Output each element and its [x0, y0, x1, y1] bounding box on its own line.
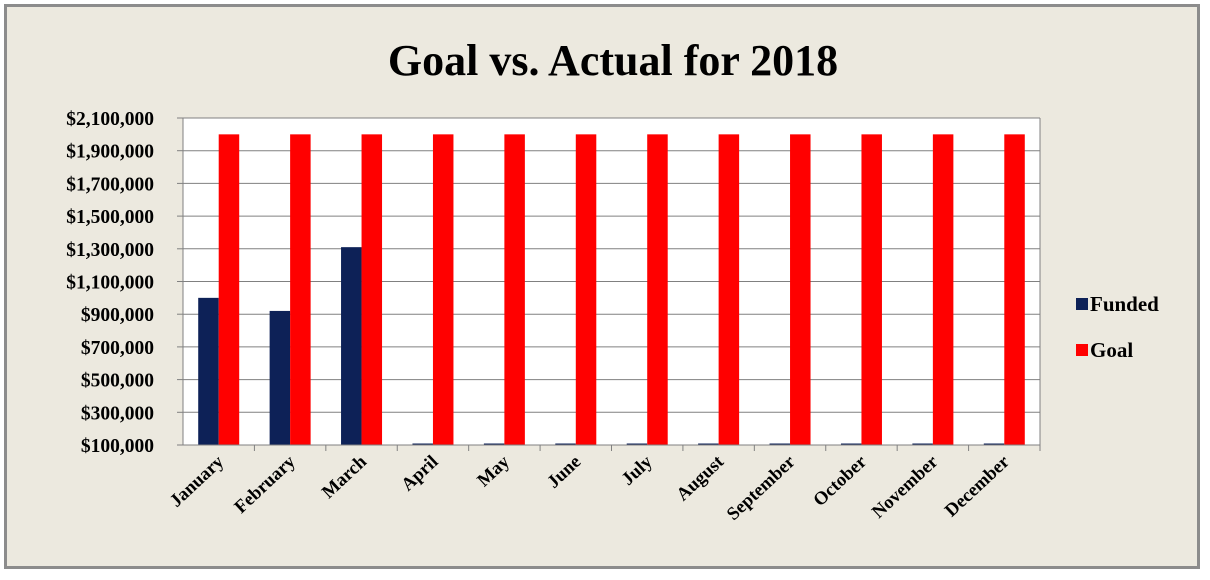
- y-tick-label: $900,000: [81, 305, 154, 326]
- x-tick-label: April: [398, 452, 442, 495]
- x-tick-label: March: [318, 452, 371, 503]
- legend: Funded Goal: [1076, 292, 1159, 362]
- legend-label-funded: Funded: [1090, 292, 1159, 316]
- x-tick-label: July: [618, 452, 657, 490]
- bar-goal-january: [218, 134, 240, 445]
- bar-funded-july: [626, 443, 648, 445]
- x-tick-label: May: [474, 452, 514, 492]
- y-tick-label: $1,500,000: [66, 207, 154, 228]
- bar-goal-september: [790, 134, 811, 445]
- legend-swatch-goal: [1076, 344, 1088, 356]
- x-tick-label: January: [166, 452, 228, 512]
- bar-funded-january: [198, 297, 219, 445]
- y-tick-label: $1,100,000: [66, 273, 154, 294]
- bar-funded-may: [483, 443, 505, 445]
- bar-funded-december: [983, 443, 1005, 445]
- y-tick-label: $100,000: [81, 436, 154, 457]
- x-tick-label: October: [810, 452, 871, 511]
- x-tick-label: February: [231, 452, 300, 518]
- bar-funded-march: [341, 247, 362, 445]
- bar-goal-december: [1004, 134, 1025, 445]
- legend-label-goal: Goal: [1090, 338, 1133, 362]
- bar-funded-october: [840, 443, 862, 445]
- bar-goal-october: [861, 134, 882, 445]
- bar-funded-february: [269, 310, 291, 445]
- x-tick-label: June: [544, 452, 585, 493]
- bar-goal-february: [290, 134, 311, 445]
- y-tick-label: $700,000: [81, 338, 154, 359]
- bar-goal-march: [361, 134, 383, 445]
- x-tick-label: November: [869, 452, 943, 523]
- bar-goal-april: [432, 134, 454, 445]
- bar-goal-november: [932, 134, 954, 445]
- x-tick-label: December: [941, 452, 1013, 521]
- bar-goal-august: [718, 134, 740, 445]
- y-tick-label: $300,000: [81, 403, 154, 424]
- bar-funded-september: [769, 443, 791, 445]
- chart-title: Goal vs. Actual for 2018: [388, 36, 838, 85]
- bar-goal-may: [504, 134, 525, 445]
- legend-swatch-funded: [1076, 298, 1088, 310]
- bar-goal-july: [647, 134, 668, 445]
- bar-funded-june: [555, 443, 576, 445]
- y-tick-label: $500,000: [81, 371, 154, 392]
- bar-goal-june: [575, 134, 597, 445]
- bar-funded-august: [698, 443, 719, 445]
- grid-layer: [183, 117, 1040, 446]
- y-tick-label: $1,700,000: [66, 174, 154, 195]
- y-tick-label: $1,300,000: [66, 240, 154, 261]
- x-tick-label: September: [723, 452, 799, 525]
- x-tick-label: August: [673, 451, 729, 505]
- y-tick-label: $2,100,000: [66, 109, 154, 130]
- bar-funded-november: [912, 443, 933, 445]
- bars-layer: [198, 134, 1025, 445]
- bar-funded-april: [412, 443, 433, 445]
- y-tick-label: $1,900,000: [66, 142, 154, 163]
